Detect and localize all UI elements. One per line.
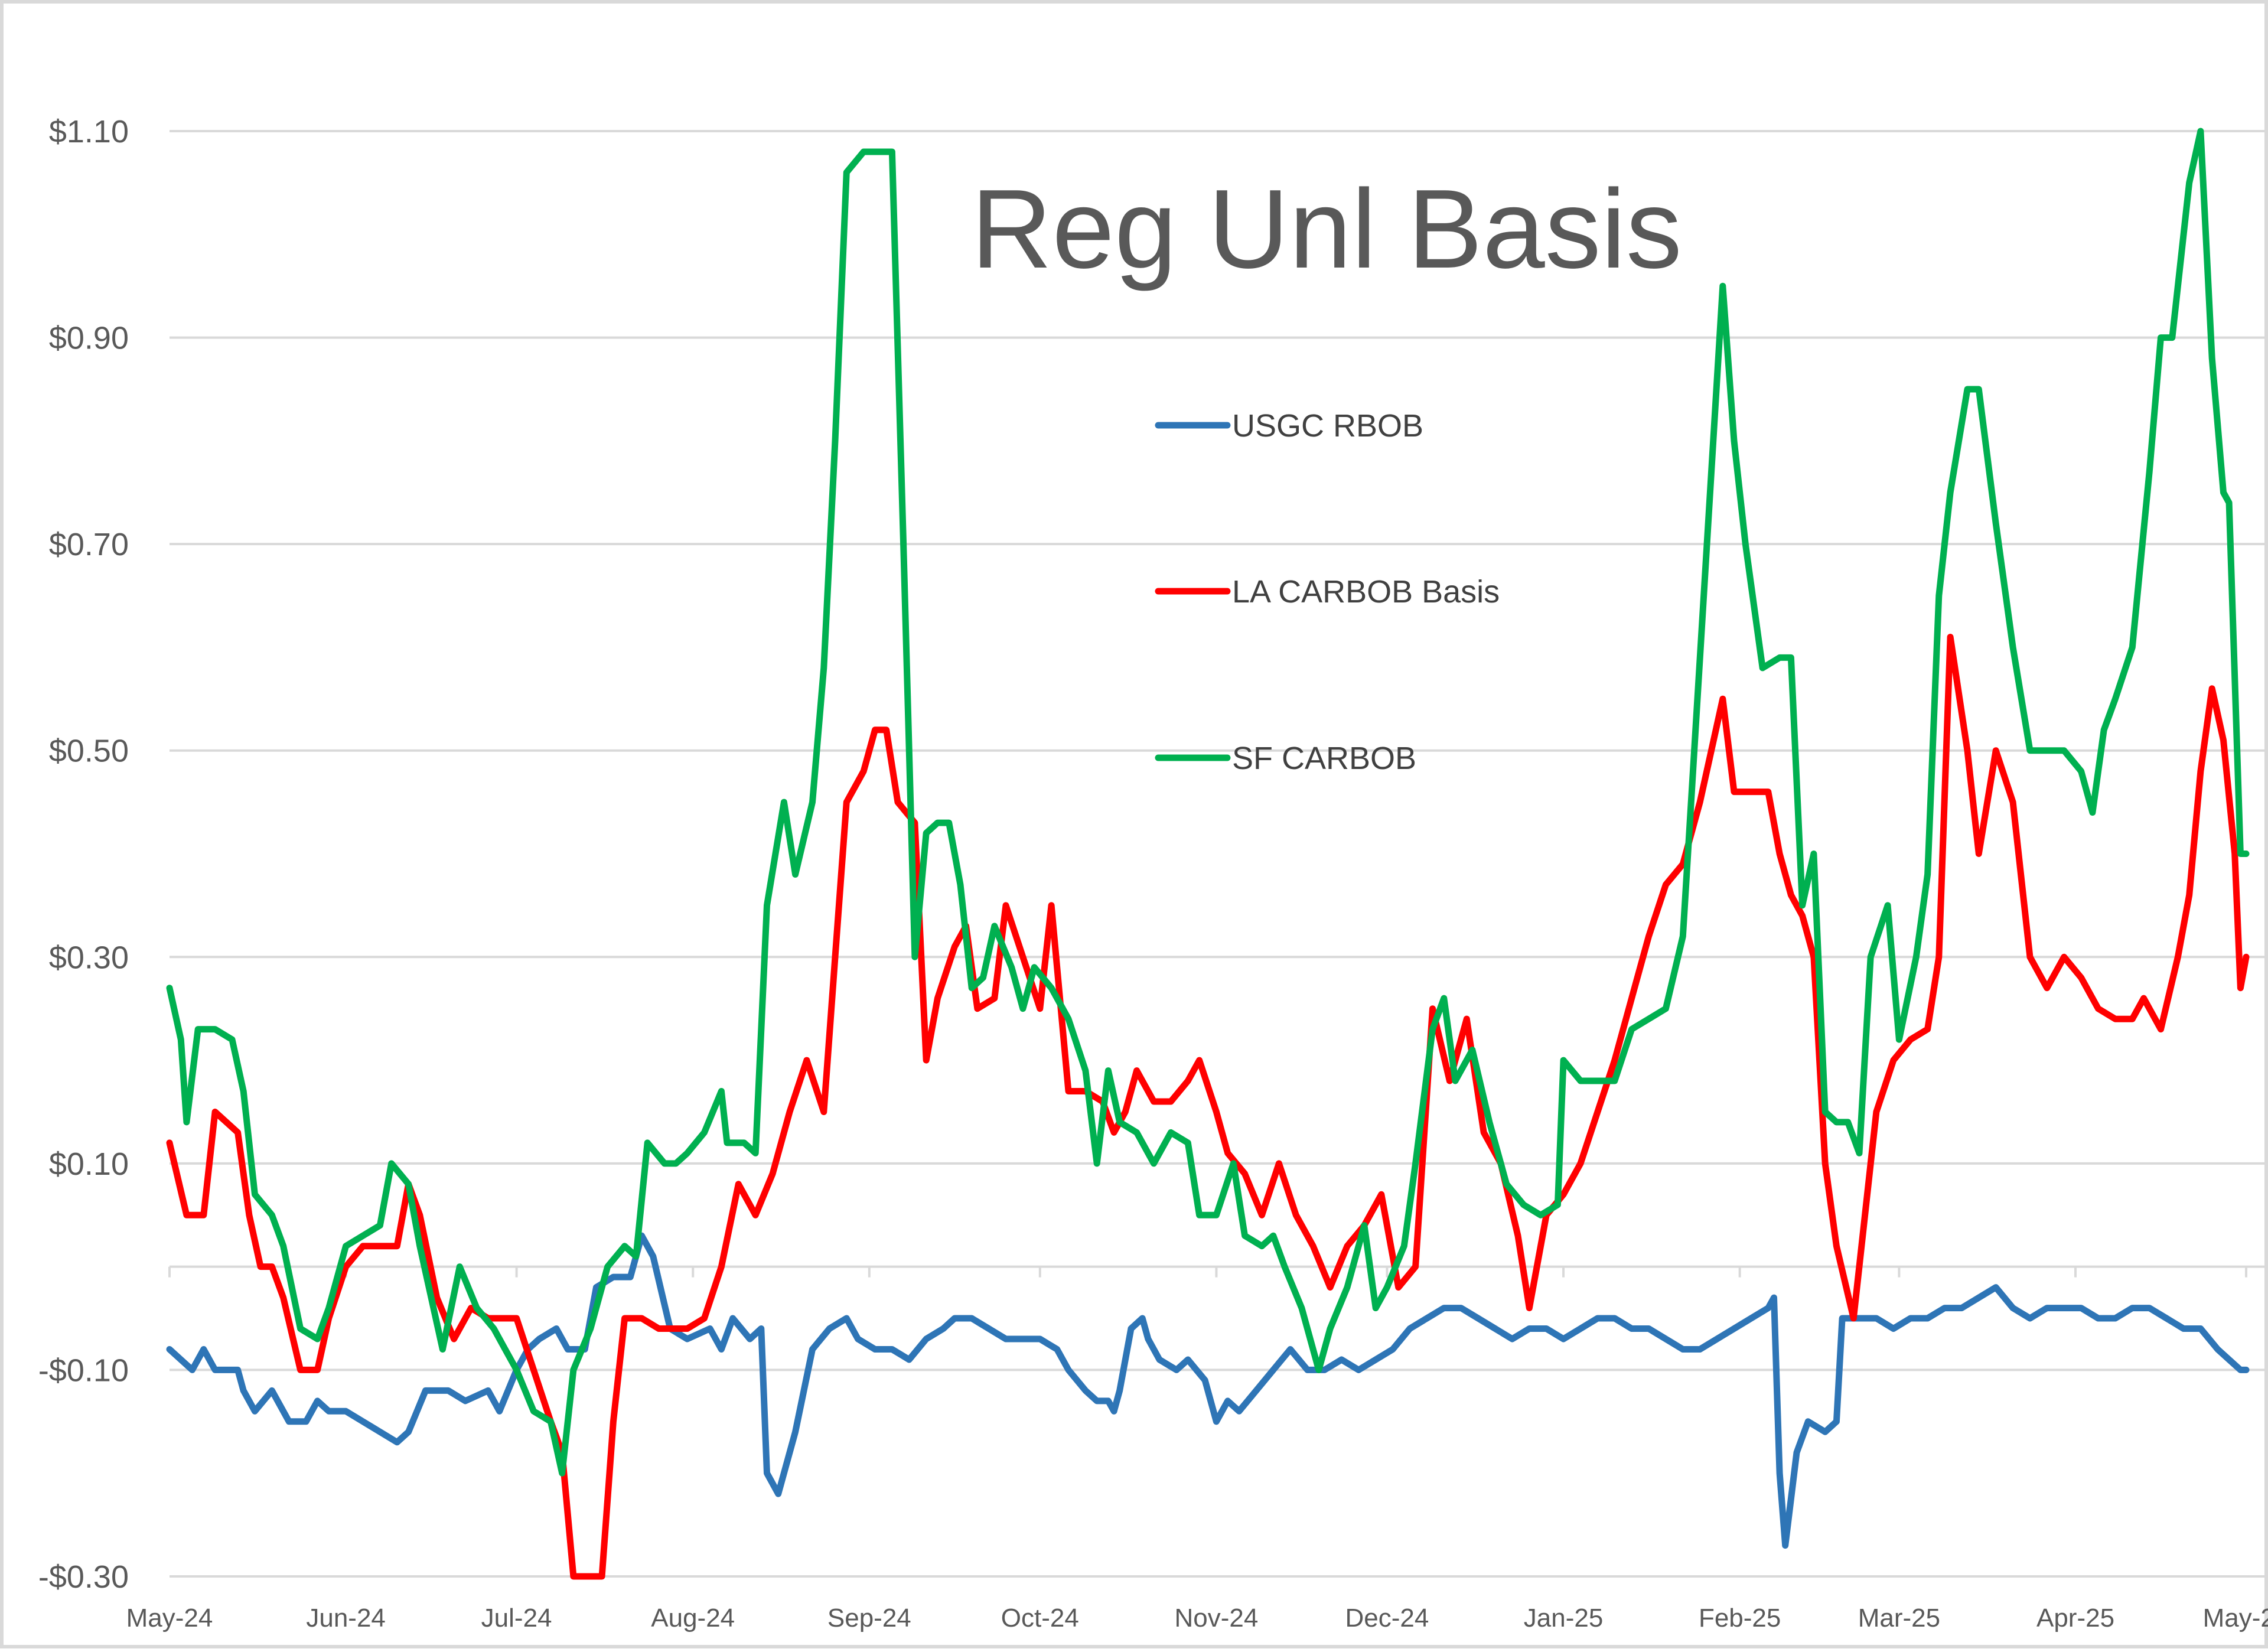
y-tick-label: -$0.10 <box>38 1353 129 1388</box>
x-tick-label: May-25 <box>2203 1604 2268 1633</box>
y-tick-label: $0.90 <box>49 321 129 356</box>
x-tick-label: Mar-25 <box>1858 1604 1940 1633</box>
y-tick-label: $0.10 <box>49 1146 129 1182</box>
legend-label: LA CARBOB Basis <box>1232 574 1500 610</box>
y-tick-label: $0.50 <box>49 734 129 769</box>
x-tick-label: Sep-24 <box>827 1604 911 1633</box>
y-tick-label: $1.10 <box>49 114 129 149</box>
series-line-0 <box>166 1232 2250 1549</box>
x-tick-label: Oct-24 <box>1001 1604 1079 1633</box>
y-tick-label: -$0.30 <box>38 1559 129 1595</box>
legend-label: USGC RBOB <box>1232 408 1423 444</box>
x-tick-label: Apr-25 <box>2036 1604 2114 1633</box>
y-tick-label: $0.70 <box>49 527 129 562</box>
series-line-2 <box>166 128 2250 1477</box>
series-line-1 <box>166 634 2250 1580</box>
x-tick-label: Jul-24 <box>481 1604 552 1633</box>
chart-title: Reg Unl Basis <box>971 167 1682 292</box>
x-tick-label: Dec-24 <box>1345 1604 1429 1633</box>
y-tick-label: $0.30 <box>49 940 129 975</box>
line-chart: Reg Unl Basis USGC RBOB LA CARBOB Basis SF… <box>38 114 2268 1633</box>
x-tick-label: Nov-24 <box>1175 1604 1259 1633</box>
x-tick-label: Aug-24 <box>651 1604 735 1633</box>
x-tick-label: Jun-24 <box>306 1604 386 1633</box>
legend-label: SF CARBOB <box>1232 741 1416 776</box>
x-tick-label: Jan-25 <box>1524 1604 1604 1633</box>
x-tick-label: May-24 <box>126 1604 213 1633</box>
x-tick-label: Feb-25 <box>1699 1604 1781 1633</box>
